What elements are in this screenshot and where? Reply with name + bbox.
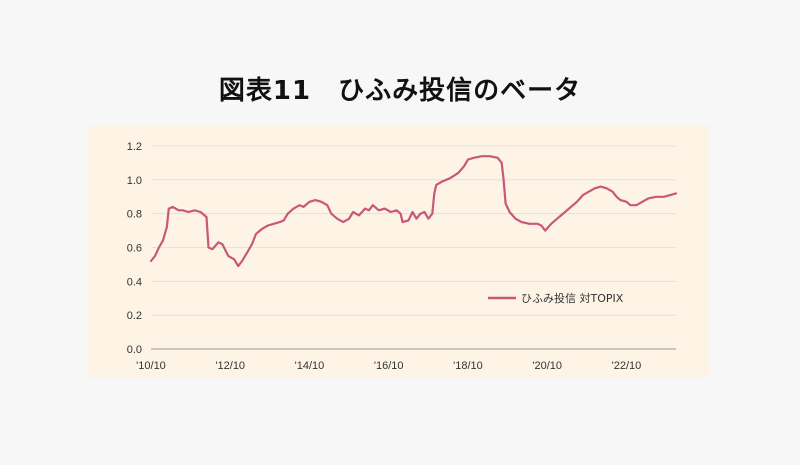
y-tick-label: 0.0	[127, 344, 142, 356]
x-tick-label: '12/10	[215, 360, 245, 372]
y-axis-ticks: 1.2 1.0 0.8 0.6 0.4 0.2 0.0	[127, 141, 142, 356]
y-tick-label: 1.2	[127, 141, 142, 153]
chart-panel: 1.2 1.0 0.8 0.6 0.4 0.2 0.0 '10/10 '12/10 '14/10…	[88, 125, 710, 378]
legend: ひふみ投信 対TOPIX	[488, 291, 624, 305]
y-tick-label: 0.8	[127, 209, 142, 221]
x-tick-label: '16/10	[374, 360, 404, 372]
beta-line-chart: 1.2 1.0 0.8 0.6 0.4 0.2 0.0 '10/10 '12/10 '14/10…	[127, 141, 678, 372]
y-tick-label: 1.0	[127, 175, 142, 187]
series-group	[149, 155, 678, 268]
series-line-0	[149, 155, 678, 268]
x-tick-label: '10/10	[136, 360, 166, 372]
x-tick-label: '18/10	[453, 360, 483, 372]
y-tick-label: 0.6	[127, 243, 142, 255]
x-tick-label: '14/10	[295, 360, 325, 372]
legend-label: ひふみ投信 対TOPIX	[521, 291, 624, 305]
grid-lines	[151, 145, 676, 350]
x-tick-label: '22/10	[612, 360, 642, 372]
x-axis-ticks: '10/10 '12/10 '14/10 '16/10 '18/10 '20/10 '22/…	[136, 360, 641, 372]
y-tick-label: 0.2	[127, 310, 142, 322]
y-tick-label: 0.4	[127, 276, 142, 288]
x-tick-label: '20/10	[532, 360, 562, 372]
chart-title: 図表11 ひふみ投信のベータ	[218, 76, 582, 106]
